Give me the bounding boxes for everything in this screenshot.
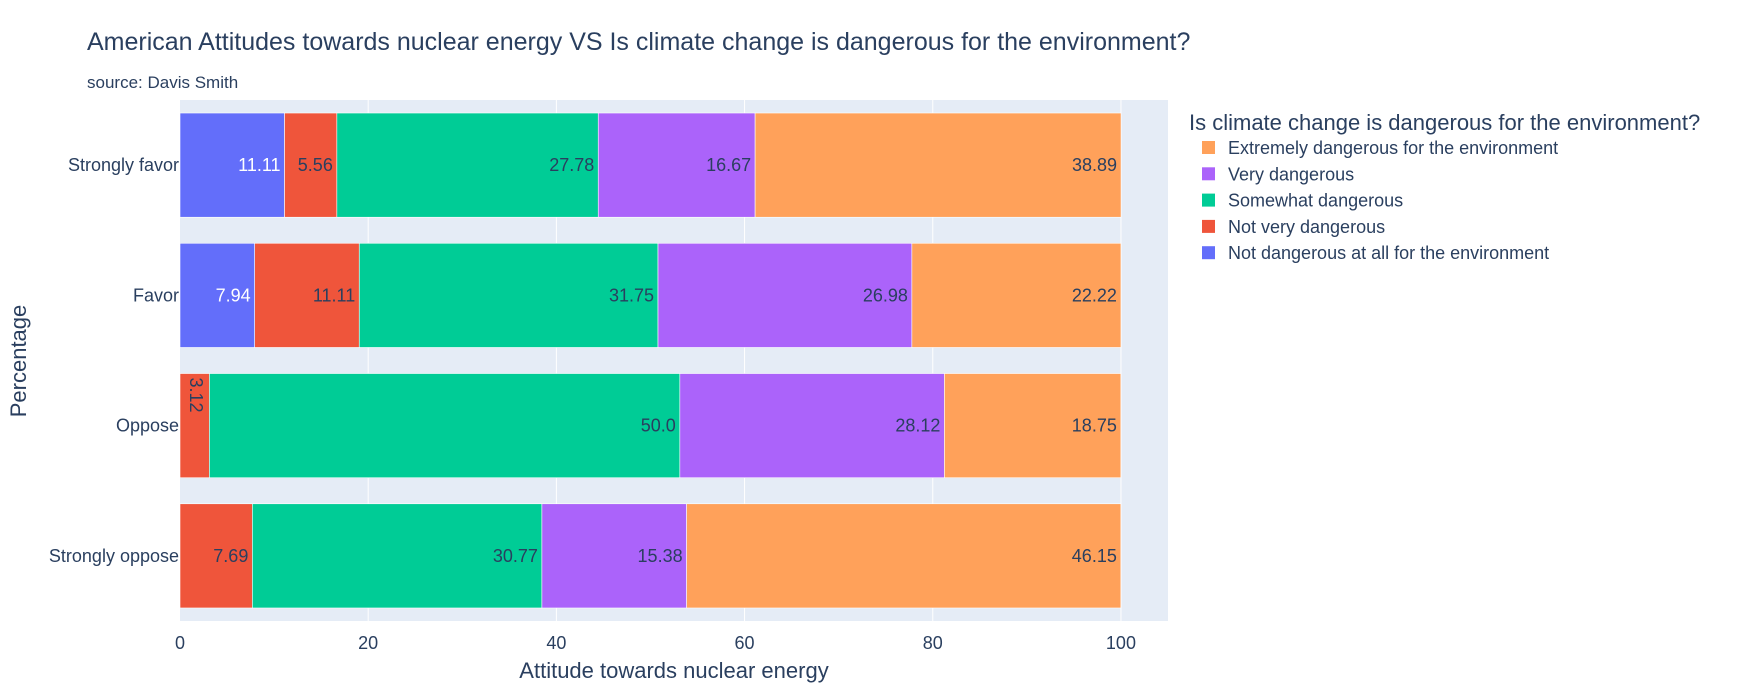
x-axis-ticks: 0 20 40 60 80 100 [175,633,1136,653]
bar-value-label: 16.67 [706,155,751,175]
bar-value-label: 31.75 [609,285,654,305]
bar-segment [209,373,681,479]
bar-segment [252,503,543,609]
bar-value-label: 38.89 [1072,155,1117,175]
x-tick-label: 0 [175,633,185,653]
bar-value-label: 5.56 [298,155,333,175]
x-tick-label: 20 [358,633,378,653]
x-tick-label: 100 [1106,633,1136,653]
bar-segment [179,373,210,479]
bar-segment [179,242,256,348]
bar-value-label: 46.15 [1072,546,1117,566]
x-axis-title: Attitude towards nuclear energy [519,658,828,683]
legend-item-label: Very dangerous [1228,164,1354,184]
legend-item-label: Somewhat dangerous [1228,191,1403,211]
bar-segment [944,373,1122,479]
bar-segment [541,503,687,609]
chart-title: American Attitudes towards nuclear energ… [87,28,1190,56]
y-tick-label: Strongly favor [68,155,179,175]
bar-value-label: 11.11 [238,155,280,175]
bar-value-label: 11.11 [313,285,355,305]
y-axis-ticks: Strongly favor Favor Oppose Strongly oppose [49,155,179,566]
bar-segment [754,112,1122,218]
bar-segment [911,242,1122,348]
bar-segment [679,373,945,479]
bar-segment [358,242,659,348]
bar-value-label: 7.94 [216,285,251,305]
bar-value-label: 15.38 [638,546,683,566]
y-tick-label: Strongly oppose [49,546,179,566]
bar-value-label: 26.98 [863,285,908,305]
legend-swatch [1202,246,1215,260]
bar-segment [657,242,913,348]
bar-value-label: 3.12 [186,378,206,413]
bar-value-label: 28.12 [895,416,940,436]
bar-segment [686,503,1122,609]
bar-segment [284,112,338,218]
legend-swatch [1202,167,1215,181]
bar-value-label: 22.22 [1072,285,1117,305]
legend-item-label: Not dangerous at all for the environment [1228,243,1549,263]
y-tick-label: Oppose [116,416,179,436]
x-tick-label: 60 [735,633,755,653]
bars [179,112,1122,609]
y-tick-label: Favor [133,285,179,305]
bar-value-label: 30.77 [493,546,538,566]
legend: Extremely dangerous for the environment V… [1202,138,1558,263]
x-tick-label: 80 [923,633,943,653]
legend-swatch [1202,219,1215,233]
x-tick-label: 40 [546,633,566,653]
bar-segment [179,112,285,218]
bar-value-label: 7.69 [213,546,248,566]
bar-segment [336,112,599,218]
chart-subtitle: source: Davis Smith [87,73,238,92]
legend-item-label: Not very dangerous [1228,217,1385,237]
legend-title: Is climate change is dangerous for the e… [1189,110,1700,135]
bar-value-label: 27.78 [549,155,594,175]
bar-segment [254,242,360,348]
bar-value-label: 18.75 [1072,416,1117,436]
legend-item-label: Extremely dangerous for the environment [1228,138,1558,158]
bar-segment [179,503,253,609]
legend-swatch [1202,193,1215,207]
bar-value-label: 50.0 [641,416,676,436]
bar-labels: 11.11 5.56 27.78 16.67 38.89 7.94 11.11 31.75 26… [186,155,1117,566]
legend-swatch [1202,141,1215,154]
y-axis-title: Percentage [6,305,31,418]
